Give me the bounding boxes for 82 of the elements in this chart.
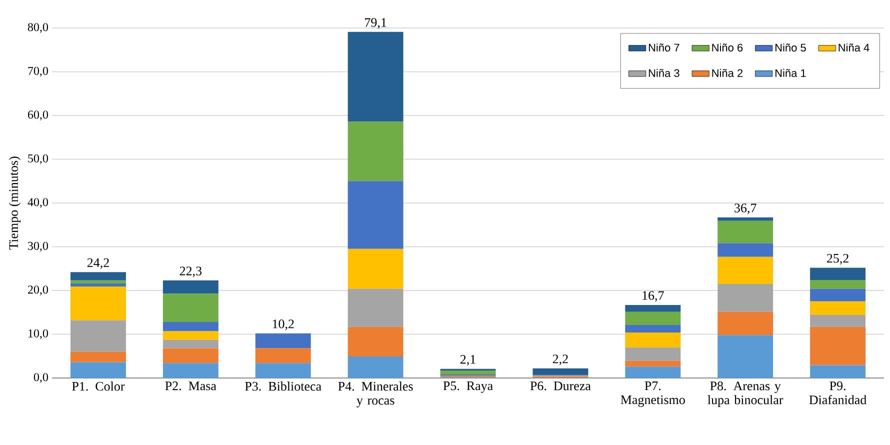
bar <box>162 322 218 332</box>
bar <box>810 301 866 315</box>
bar <box>810 268 866 280</box>
bar <box>810 365 866 378</box>
bar <box>255 348 311 364</box>
total-label: 79,1 <box>365 18 386 29</box>
y-tick-label: 20,0 <box>28 286 48 296</box>
bar <box>255 363 311 378</box>
x-tick-label: P5. Raya <box>443 382 493 393</box>
x-tick-label: P4. Minerales y rocas <box>338 382 413 408</box>
x-tick-label: P3. Biblioteca <box>245 382 322 391</box>
bar <box>718 220 774 244</box>
bar <box>70 284 126 287</box>
legend-label: Niña 2 <box>712 68 743 77</box>
bar <box>625 325 681 332</box>
bar <box>532 368 588 374</box>
bar <box>810 315 866 327</box>
legend-label: Niño 5 <box>775 43 806 52</box>
bar <box>718 256 774 284</box>
total-label: 25,2 <box>826 254 848 265</box>
bar <box>162 363 218 378</box>
y-tick-label: 80,0 <box>28 23 48 33</box>
bar <box>162 294 218 322</box>
bar <box>625 347 681 361</box>
bar <box>625 360 681 367</box>
x-tick-label: P1. Color <box>72 382 125 391</box>
legend-label: Niña 3 <box>648 68 680 77</box>
y-tick-label: 70,0 <box>28 66 48 77</box>
total-label: 24,2 <box>87 258 109 269</box>
bar <box>625 366 681 378</box>
bar <box>162 340 218 348</box>
bar <box>70 280 126 284</box>
total-label: 16,7 <box>642 291 664 302</box>
y-axis-title: Tiempo (minutos) <box>8 156 21 250</box>
y-tick-label: 30,0 <box>28 242 48 252</box>
legend-label: Niño 7 <box>648 43 680 52</box>
legend-label: Niño 6 <box>712 43 743 52</box>
total-label: 22,3 <box>180 266 202 278</box>
bar <box>440 370 496 374</box>
bar <box>348 122 404 182</box>
y-tick-label: 60,0 <box>28 110 48 120</box>
total-label: 2,1 <box>460 355 476 366</box>
bar <box>718 217 774 221</box>
x-tick-label: P7. Magnetismo <box>620 382 685 407</box>
bar <box>348 248 404 289</box>
bar <box>718 335 774 378</box>
bar <box>348 356 404 378</box>
bar <box>70 362 126 378</box>
y-tick-label: 0,0 <box>34 373 48 383</box>
bar <box>810 288 866 302</box>
x-tick-label: P9. Diafanidad <box>809 382 866 404</box>
x-tick-label: P6. Dureza <box>530 382 591 390</box>
bar <box>70 286 126 320</box>
legend-label: Niña 4 <box>838 43 870 52</box>
y-tick-label: 40,0 <box>28 198 48 208</box>
bar <box>625 332 681 348</box>
bar <box>718 243 774 257</box>
bar <box>162 280 218 294</box>
total-label: 36,7 <box>734 204 756 214</box>
bar <box>162 348 218 364</box>
x-tick-label: P2. Masa <box>165 382 216 390</box>
x-tick-label: P8. Arenas y lupa binocular <box>708 382 784 407</box>
bar <box>348 288 404 327</box>
bar <box>162 331 218 340</box>
bar <box>625 304 681 312</box>
bar <box>718 284 774 312</box>
bar <box>625 312 681 326</box>
bar <box>718 312 774 336</box>
bar <box>255 333 311 348</box>
bar <box>70 272 126 280</box>
bar <box>348 326 404 357</box>
total-label: 2,2 <box>552 354 568 366</box>
bar <box>348 32 404 122</box>
bar <box>810 280 866 289</box>
bar <box>810 326 866 366</box>
legend-label: Niña 1 <box>775 68 806 77</box>
bar <box>70 352 126 362</box>
total-label: 10,2 <box>272 320 294 330</box>
y-tick-label: 50,0 <box>28 154 48 164</box>
bar <box>348 181 404 249</box>
y-tick-label: 10,0 <box>28 329 48 340</box>
bar <box>70 320 126 352</box>
